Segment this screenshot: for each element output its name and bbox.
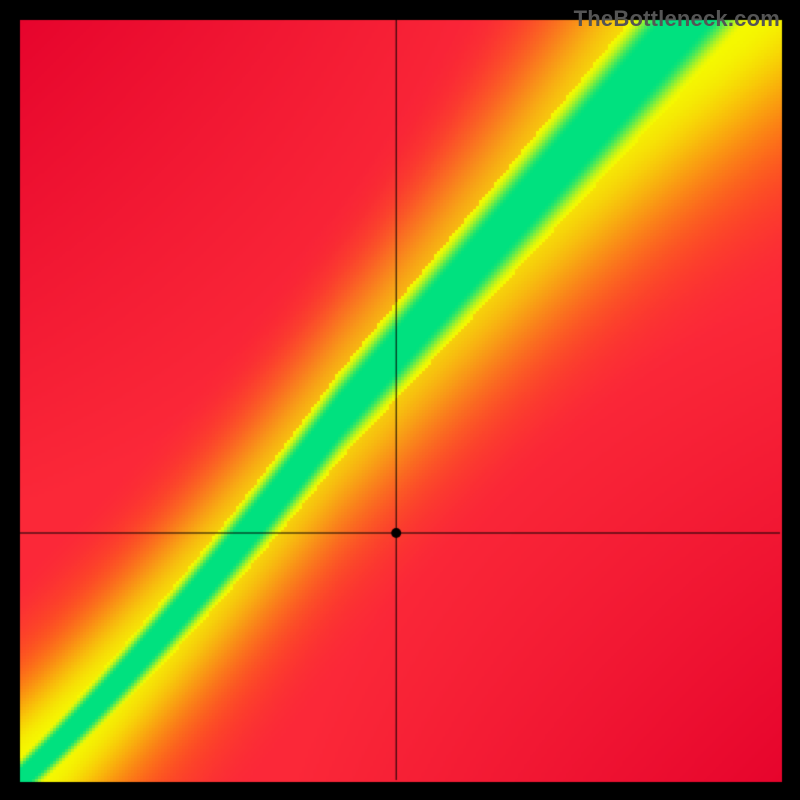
watermark-text: TheBottleneck.com	[574, 6, 780, 32]
bottleneck-heatmap	[0, 0, 800, 800]
chart-container: TheBottleneck.com	[0, 0, 800, 800]
